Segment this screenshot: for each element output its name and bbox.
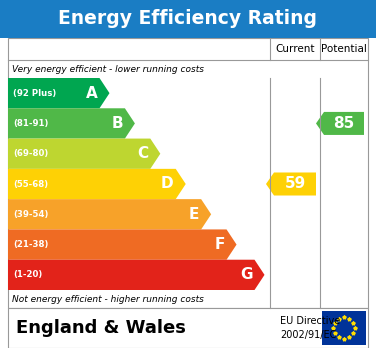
Polygon shape [8, 229, 237, 260]
Text: (39-54): (39-54) [13, 210, 49, 219]
FancyBboxPatch shape [8, 308, 368, 348]
Polygon shape [8, 199, 211, 229]
Text: C: C [137, 146, 148, 161]
Text: (81-91): (81-91) [13, 119, 49, 128]
Text: 2002/91/EC: 2002/91/EC [280, 330, 337, 340]
Text: B: B [111, 116, 123, 131]
FancyBboxPatch shape [322, 311, 366, 345]
Polygon shape [8, 108, 135, 139]
Polygon shape [8, 139, 160, 169]
Polygon shape [316, 112, 364, 135]
Polygon shape [8, 260, 264, 290]
Text: A: A [86, 86, 97, 101]
Text: Very energy efficient - lower running costs: Very energy efficient - lower running co… [12, 64, 204, 73]
Polygon shape [8, 78, 109, 108]
Text: 85: 85 [334, 116, 355, 131]
Text: EU Directive: EU Directive [280, 316, 340, 326]
Text: D: D [161, 176, 174, 191]
Text: Not energy efficient - higher running costs: Not energy efficient - higher running co… [12, 294, 204, 303]
Text: (21-38): (21-38) [13, 240, 49, 249]
Text: (55-68): (55-68) [13, 180, 48, 189]
Polygon shape [266, 173, 316, 196]
FancyBboxPatch shape [8, 38, 368, 308]
Text: E: E [189, 207, 199, 222]
Text: G: G [240, 267, 253, 282]
Text: (1-20): (1-20) [13, 270, 42, 279]
FancyBboxPatch shape [0, 0, 376, 38]
Text: F: F [214, 237, 224, 252]
Text: (92 Plus): (92 Plus) [13, 89, 56, 98]
Text: Current: Current [275, 44, 315, 54]
Polygon shape [8, 169, 186, 199]
Text: 59: 59 [284, 176, 306, 191]
Text: Potential: Potential [321, 44, 367, 54]
Text: Energy Efficiency Rating: Energy Efficiency Rating [59, 9, 317, 29]
Text: (69-80): (69-80) [13, 149, 48, 158]
Text: England & Wales: England & Wales [16, 319, 186, 337]
